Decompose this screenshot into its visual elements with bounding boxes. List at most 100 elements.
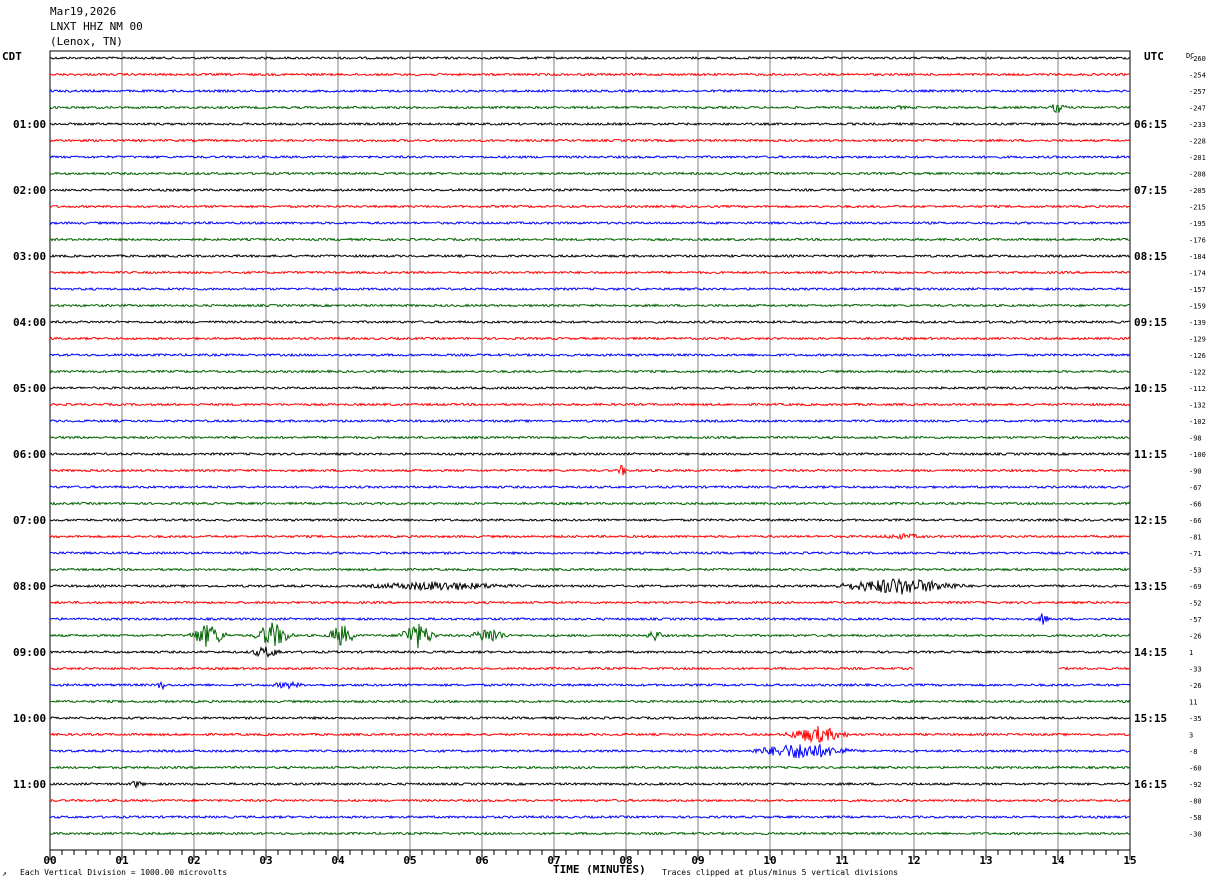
dc-offset-label: -33 <box>1189 666 1202 674</box>
x-tick-label: 01 <box>115 854 129 867</box>
dc-offset-label: -208 <box>1189 171 1206 179</box>
right-hour-label: 09:15 <box>1134 316 1167 329</box>
seismic-trace <box>49 765 1131 770</box>
plot-frame <box>49 50 1131 851</box>
right-hour-label: 07:15 <box>1134 184 1167 197</box>
dc-offset-label: -112 <box>1189 385 1206 393</box>
dc-offset-label: -26 <box>1189 633 1202 641</box>
left-hour-label: 10:00 <box>13 712 46 725</box>
x-tick-label: 13 <box>979 854 992 867</box>
dc-offset-label: -139 <box>1189 319 1206 327</box>
seismic-trace <box>49 780 1131 789</box>
left-timezone-label: CDT <box>2 50 22 63</box>
seismic-trace <box>49 831 1131 836</box>
dc-offset-label: -26 <box>1189 682 1202 690</box>
seismic-trace <box>49 336 1131 341</box>
seismic-trace <box>49 532 1131 541</box>
seismic-trace <box>49 666 1131 671</box>
seismic-trace <box>49 680 1131 691</box>
header-date: Mar19,2026 <box>50 5 117 18</box>
seismic-trace <box>49 699 1131 704</box>
dc-offset-label: -174 <box>1189 270 1206 278</box>
right-hour-label: 12:15 <box>1134 514 1167 527</box>
dc-offset-label: -195 <box>1189 220 1206 228</box>
x-tick-label: 07 <box>547 854 560 867</box>
left-hour-label: 11:00 <box>13 778 46 791</box>
seismic-trace <box>49 253 1131 259</box>
header-station: LNXT HHZ NM 00 <box>50 20 143 33</box>
seismic-trace <box>49 613 1131 625</box>
dc-offset-label: -66 <box>1189 501 1202 509</box>
dc-offset-label: -260 <box>1189 55 1206 63</box>
left-hour-label: 05:00 <box>13 382 46 395</box>
scale-icon: ↗ <box>2 869 7 878</box>
seismic-trace <box>49 55 1131 61</box>
seismic-trace <box>49 451 1131 457</box>
dc-offset-label: -176 <box>1189 237 1206 245</box>
dc-offset-label: -90 <box>1189 468 1202 476</box>
seismic-trace <box>49 725 1131 744</box>
seismic-trace <box>49 550 1130 556</box>
seismic-trace <box>49 517 1131 523</box>
x-tick-label: 10 <box>763 854 776 867</box>
dc-header-label: DC <box>1186 52 1194 60</box>
dc-offset-label: -100 <box>1189 451 1206 459</box>
dc-offset-label: -215 <box>1189 204 1206 212</box>
dc-offset-label: -201 <box>1189 154 1206 162</box>
right-hour-label: 16:15 <box>1134 778 1167 791</box>
dc-offset-label: -129 <box>1189 336 1206 344</box>
seismic-trace <box>49 270 1131 275</box>
seismic-trace <box>49 104 1131 114</box>
dc-offset-label: -69 <box>1189 583 1202 591</box>
x-tick-label: 14 <box>1051 854 1065 867</box>
dc-offset-label: -126 <box>1189 352 1206 360</box>
left-hour-label: 08:00 <box>13 580 46 593</box>
seismic-trace <box>49 171 1131 176</box>
right-hour-label: 14:15 <box>1134 646 1167 659</box>
x-tick-label: 05 <box>403 854 416 867</box>
dc-offset-label: -205 <box>1189 187 1206 195</box>
x-tick-label: 08 <box>619 854 632 867</box>
right-hour-label: 08:15 <box>1134 250 1167 263</box>
seismic-trace <box>49 138 1131 143</box>
dc-offset-label: -257 <box>1189 88 1206 96</box>
dc-offset-label: -30 <box>1189 831 1202 839</box>
dc-offset-label: -102 <box>1189 418 1206 426</box>
seismic-trace <box>49 402 1131 407</box>
dc-offset-label: -58 <box>1189 814 1202 822</box>
dc-offset-label: -52 <box>1189 600 1202 608</box>
seismic-trace <box>49 369 1131 374</box>
seismic-trace <box>49 743 1131 759</box>
left-hour-label: 09:00 <box>13 646 46 659</box>
right-hour-label: 15:15 <box>1134 712 1167 725</box>
dc-offset-label: -98 <box>1189 435 1202 443</box>
header-location: (Lenox, TN) <box>50 35 123 48</box>
right-hour-label: 06:15 <box>1134 118 1167 131</box>
dc-offset-label: -81 <box>1189 534 1202 542</box>
dc-offset-label: -71 <box>1189 550 1202 558</box>
seismic-trace <box>49 814 1131 820</box>
dc-offset-label: -159 <box>1189 303 1206 311</box>
scale-note: Each Vertical Division = 1000.00 microvo… <box>20 868 228 877</box>
x-tick-label: 11 <box>835 854 849 867</box>
seismic-trace <box>49 237 1131 242</box>
dc-offset-label: 11 <box>1189 699 1197 707</box>
seismic-trace <box>49 286 1131 292</box>
dc-offset-label: -157 <box>1189 286 1206 294</box>
x-tick-label: 12 <box>907 854 920 867</box>
dc-offset-label: -67 <box>1189 484 1202 492</box>
seismic-trace <box>49 600 1131 605</box>
seismic-trace <box>49 577 1131 595</box>
seismic-trace <box>49 204 1131 209</box>
dc-offset-label: -60 <box>1189 765 1202 773</box>
left-hour-label: 06:00 <box>13 448 46 461</box>
seismic-trace <box>49 154 1131 160</box>
seismic-trace <box>49 385 1131 391</box>
x-tick-label: 09 <box>691 854 704 867</box>
dc-offset-label: -35 <box>1189 715 1202 723</box>
dc-offset-label: -247 <box>1189 105 1206 113</box>
dc-offset-label: -184 <box>1189 253 1206 261</box>
dc-offset-label: -92 <box>1189 781 1202 789</box>
x-axis-label: TIME (MINUTES) <box>553 863 646 876</box>
